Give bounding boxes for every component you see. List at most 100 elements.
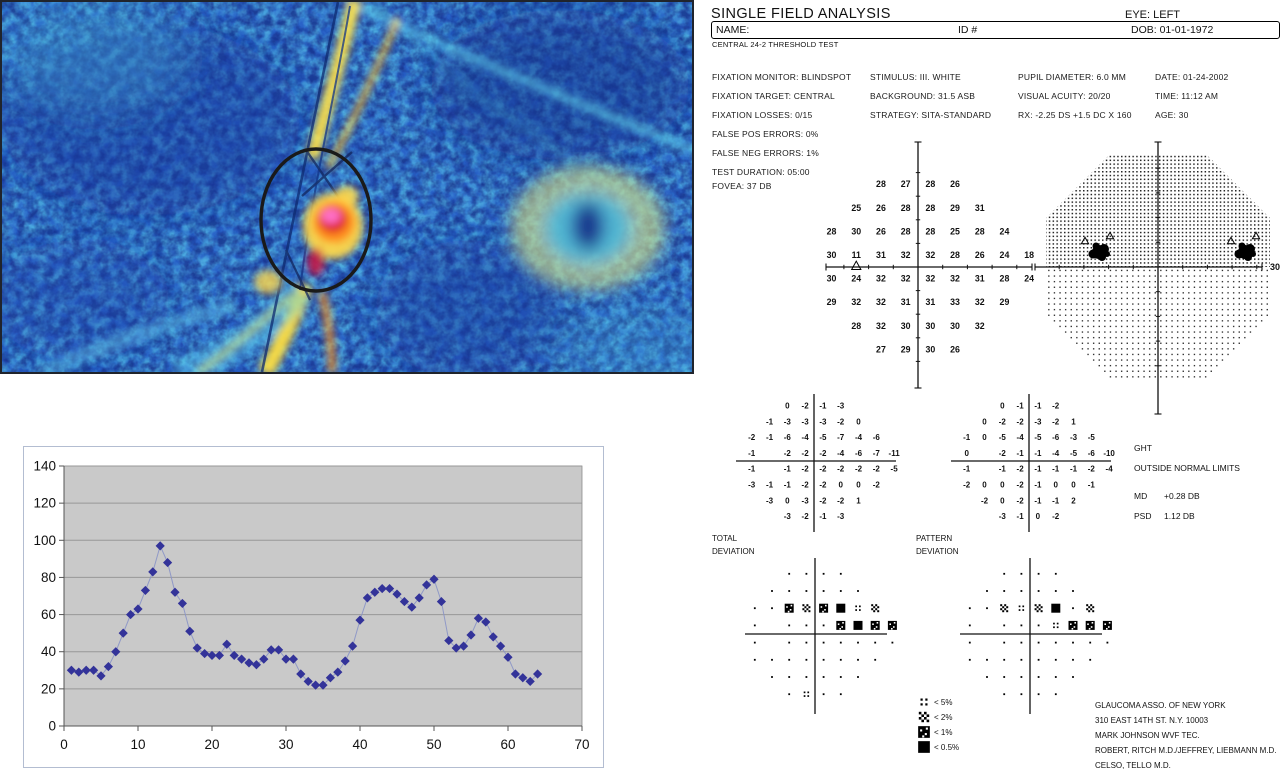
- data-point: [422, 580, 432, 590]
- svg-text:-2: -2: [873, 481, 881, 490]
- svg-text:-5: -5: [891, 465, 899, 474]
- md-label: MD: [1134, 491, 1148, 501]
- svg-text:0: 0: [1000, 402, 1005, 411]
- svg-text:< 2%: < 2%: [934, 713, 952, 722]
- svg-text:-1: -1: [963, 433, 971, 442]
- total-deviation-grid: 0 -2 -1 -3 -1 -3 -3 -3 -2 0 -2 -1 -6 -4 -5 -7 -4 -6 -1 -2 -2…: [736, 394, 900, 532]
- name-label: NAME:: [716, 24, 750, 36]
- x-tick-label: 0: [60, 737, 68, 752]
- svg-text:-2: -2: [1052, 402, 1060, 411]
- y-tick-label: 20: [41, 681, 56, 696]
- y-tick-label: 40: [41, 644, 56, 659]
- svg-text:0: 0: [964, 449, 969, 458]
- svg-text:-3: -3: [1070, 433, 1078, 442]
- svg-text:-1: -1: [784, 465, 792, 474]
- data-line: [71, 544, 538, 686]
- svg-text:-4: -4: [1106, 465, 1114, 474]
- svg-text:-3: -3: [802, 417, 810, 426]
- probability-legend: < 5% < 2% < 1% < 0.5%: [918, 698, 959, 753]
- stimulus-params: STIMULUS: III. WHITE BACKGROUND: 31.5 ASB…: [870, 68, 991, 125]
- x-tick-label: 70: [574, 737, 589, 752]
- svg-text:-1: -1: [1017, 449, 1025, 458]
- pattern-label-line1: PATTERN: [916, 534, 953, 543]
- svg-text:-3: -3: [766, 496, 774, 505]
- svg-text:32: 32: [925, 274, 935, 284]
- svg-text:-1: -1: [1017, 512, 1025, 521]
- pattern-prob-map: [960, 558, 1112, 714]
- svg-text:29: 29: [1000, 297, 1010, 307]
- svg-text:-10: -10: [1103, 449, 1115, 458]
- data-point: [66, 665, 76, 675]
- svg-text:0: 0: [1000, 496, 1005, 505]
- svg-text:18: 18: [1024, 250, 1034, 260]
- svg-text:-3: -3: [784, 512, 792, 521]
- svg-text:-2: -2: [1017, 496, 1025, 505]
- svg-text:-2: -2: [802, 512, 810, 521]
- svg-text:1: 1: [1071, 417, 1076, 426]
- y-tick-label: 100: [33, 533, 56, 548]
- data-point: [385, 583, 395, 594]
- svg-text:0: 0: [1053, 481, 1058, 490]
- svg-text:-1: -1: [1088, 481, 1096, 490]
- svg-text:30: 30: [950, 321, 960, 331]
- svg-text:-2: -2: [819, 496, 827, 505]
- svg-text:-2: -2: [981, 496, 989, 505]
- svg-text:32: 32: [876, 321, 886, 331]
- x-tick-label: 30: [278, 737, 293, 752]
- data-point: [296, 669, 306, 679]
- svg-text:32: 32: [901, 274, 911, 284]
- svg-text:28: 28: [827, 226, 837, 236]
- svg-text:26: 26: [950, 344, 960, 354]
- svg-text:-2: -2: [1052, 417, 1060, 426]
- pattern-label-line2: DEVIATION: [916, 546, 959, 556]
- y-tick-label: 0: [48, 719, 56, 734]
- total-deviation-label: TOTAL DEVIATION: [712, 533, 755, 558]
- indices-block: MD +0.28 DB PSD 1.12 DB: [1134, 486, 1200, 526]
- svg-text:0: 0: [785, 496, 790, 505]
- data-point: [362, 593, 372, 603]
- svg-text:32: 32: [975, 321, 985, 331]
- svg-text:-6: -6: [1088, 449, 1096, 458]
- svg-text:-2: -2: [855, 465, 863, 474]
- svg-text:-3: -3: [784, 417, 792, 426]
- svg-text:31: 31: [901, 297, 911, 307]
- svg-text:29: 29: [950, 203, 960, 213]
- ght-block: GHT OUTSIDE NORMAL LIMITS: [1134, 438, 1240, 478]
- svg-text:26: 26: [876, 226, 886, 236]
- fixation-params: FIXATION MONITOR: BLINDSPOT FIXATION TARG…: [712, 68, 851, 182]
- svg-text:27: 27: [901, 179, 911, 189]
- ght-label: GHT: [1134, 443, 1152, 453]
- data-point: [81, 665, 91, 675]
- data-point: [510, 669, 520, 679]
- x-tick-label: 50: [426, 737, 441, 752]
- svg-text:-2: -2: [802, 449, 810, 458]
- text-line-1: VISUAL ACUITY: 20/20: [1018, 91, 1111, 101]
- svg-text:-1: -1: [1034, 449, 1042, 458]
- text-line-2: AGE: 30: [1155, 110, 1189, 120]
- svg-text:28: 28: [1000, 274, 1010, 284]
- svg-text:-3: -3: [837, 512, 845, 521]
- svg-text:24: 24: [1000, 226, 1010, 236]
- svg-text:-5: -5: [819, 433, 827, 442]
- svg-text:-1: -1: [748, 449, 756, 458]
- svg-text:-2: -2: [1088, 465, 1096, 474]
- svg-text:28: 28: [950, 250, 960, 260]
- line-chart: 0 20 40 60 80 100 120 140 0 10 20 30 40 50 60 70: [23, 446, 604, 768]
- data-point: [348, 641, 358, 651]
- data-point: [111, 647, 121, 657]
- text-line-2: RX: -2.25 DS +1.5 DC X 160: [1018, 110, 1132, 120]
- x-tick-label: 10: [130, 737, 145, 752]
- data-point: [311, 680, 321, 690]
- svg-text:-1: -1: [819, 512, 827, 521]
- svg-text:-1: -1: [1052, 465, 1060, 474]
- data-point: [466, 630, 476, 640]
- total-label-line1: TOTAL: [712, 534, 738, 543]
- svg-text:-1: -1: [1017, 402, 1025, 411]
- svg-text:29: 29: [827, 297, 837, 307]
- svg-text:32: 32: [975, 297, 985, 307]
- svg-text:-7: -7: [837, 433, 845, 442]
- svg-text:-5: -5: [1070, 449, 1078, 458]
- svg-text:-2: -2: [999, 449, 1007, 458]
- data-point: [170, 587, 180, 597]
- svg-text:0: 0: [856, 481, 861, 490]
